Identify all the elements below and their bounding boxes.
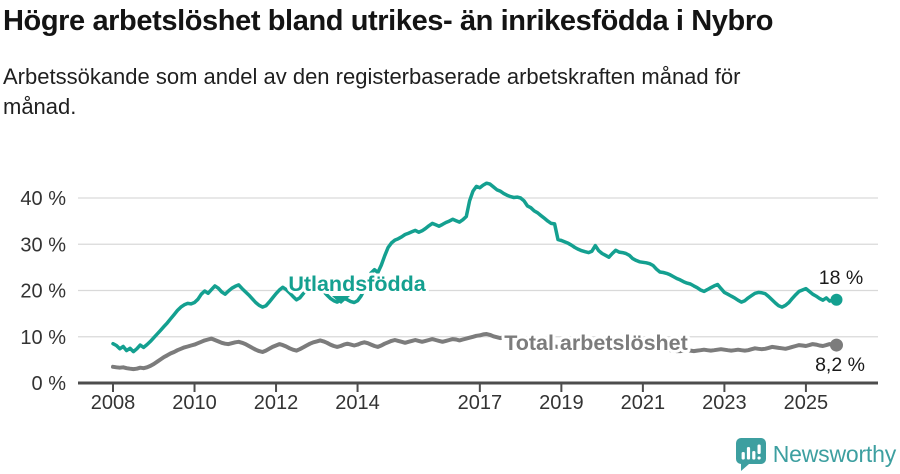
bar-chart-bubble-icon [735,438,766,471]
series-label-utlandsfodda: Utlandsfödda [288,272,426,296]
x-tick-label-2014: 2014 [335,392,380,414]
gridlines-layer [78,197,878,338]
series-label-total: Total arbetslöshet [504,331,688,355]
x-tick-label-2023: 2023 [702,392,747,414]
page-title: Högre arbetslöshet bland utrikes- än inr… [3,5,774,37]
y-tick-label-30: 30 % [20,234,66,256]
y-tick-label-20: 20 % [20,281,66,303]
end-value-label-utlandsfodda: 18 % [819,267,863,289]
y-tick-label-0: 0 % [32,373,67,395]
x-tick-label-2012: 2012 [254,392,299,414]
end-value-label-total: 8,2 % [815,354,865,376]
x-tick-label-2021: 2021 [621,392,666,414]
x-tick-label-2008: 2008 [91,392,136,414]
chart-subtitle: Arbetssökande som andel av den registerb… [3,64,741,119]
y-tick-label-40: 40 % [20,188,66,210]
newsworthy-wordmark: Newsworthy [772,441,896,467]
label-pointer-icon [332,296,350,304]
series-line-utlandsfodda [111,181,839,354]
series-line-total [111,332,839,372]
axis-layer: 0 % 10 % 20 % 30 % 40 % 2008 2010 2012 2014 2017 2… [20,188,878,414]
end-dot-utlandsfodda [830,293,843,306]
x-tick-label-2025: 2025 [784,392,829,414]
x-tick-label-2019: 2019 [539,392,584,414]
end-dot-total [829,338,843,352]
x-tick-label-2017: 2017 [458,392,503,414]
series-layer [111,181,843,372]
x-tick-label-2010: 2010 [172,392,217,414]
y-tick-label-10: 10 % [20,327,66,349]
newsworthy-logo[interactable]: Newsworthy [735,438,896,471]
